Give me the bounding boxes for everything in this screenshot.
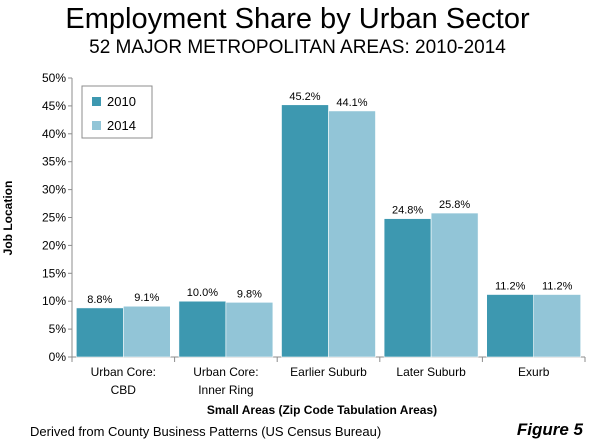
source-note: Derived from County Business Patterns (U… [30,424,382,439]
x-tick-label: CBD [111,383,137,397]
data-label: 10.0% [187,287,218,299]
legend: 2010 2014 [81,85,153,139]
y-axis-label: Job Location [1,181,15,256]
y-tick-label: 35% [42,155,66,169]
chart-title: Employment Share by Urban Sector [65,3,530,35]
x-tick-label: Earlier Suburb [290,365,367,379]
data-label: 45.2% [289,91,320,103]
x-tick-label: Urban Core: [193,365,258,379]
legend-label: 2014 [107,118,136,133]
bar-2014 [123,305,171,358]
data-label: 24.8% [392,205,423,217]
x-tick-label: Later Suburb [396,365,466,379]
legend-swatch-2010 [92,97,101,106]
plot-area: 0% 5% 10% 15% 20% 25% 30% 35% 40% 45% 50% 8.8% 9.1% U… [42,71,586,397]
legend-swatch-2014 [92,121,101,130]
data-label: 9.1% [134,292,159,304]
data-label: 9.8% [237,288,262,300]
x-axis-label: Small Areas (Zip Code Tabulation Areas) [207,403,437,417]
y-tick-label: 40% [42,127,66,141]
y-tick-label: 20% [42,238,66,252]
bar-2010 [178,300,227,358]
data-label: 11.2% [495,281,526,293]
bar-2014 [328,110,376,358]
y-tick-label: 50% [42,71,66,85]
bar-2014 [533,294,582,358]
y-tick-label: 15% [42,266,66,280]
y-tick-label: 30% [42,183,66,197]
data-label: 25.8% [439,199,470,211]
x-tick-label: Exurb [518,365,550,379]
y-tick-label: 0% [49,350,67,364]
data-label: 8.8% [87,294,112,306]
x-tick-label: Urban Core: [91,365,156,379]
x-tick-label: Inner Ring [198,383,253,397]
legend-label: 2010 [107,94,136,109]
bar-2014 [225,302,274,358]
bar-2010 [76,307,124,358]
chart-subtitle: 52 MAJOR METROPOLITAN AREAS: 2010-2014 [89,37,506,58]
figure-label: Figure 5 [516,420,583,439]
bar-2010 [281,104,329,358]
bar-2014 [430,212,479,358]
data-label: 44.1% [336,97,367,109]
y-tick-label: 45% [42,99,66,113]
y-tick-label: 25% [42,211,66,225]
y-tick-label: 10% [42,294,66,308]
y-tick-label: 5% [49,322,67,336]
bar-2010 [383,218,432,358]
data-label: 11.2% [542,281,573,293]
bar-2010 [486,294,535,358]
